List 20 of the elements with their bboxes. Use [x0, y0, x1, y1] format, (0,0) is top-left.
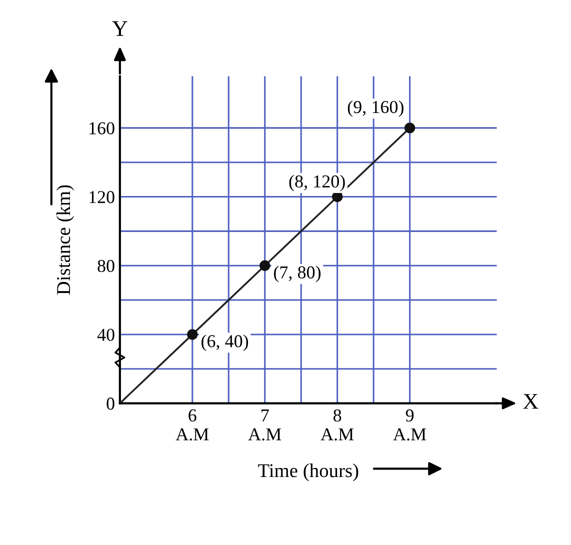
text: X	[523, 394, 538, 409]
x-tick-label: 6 A.M	[176, 409, 209, 441]
y-tick-label: 0	[106, 398, 114, 410]
x-tick-label: 7 A.M	[248, 410, 282, 441]
x-tick-label: 9 A.M	[393, 409, 426, 441]
y-tick-label: 80	[98, 260, 114, 272]
y-tick-label: 120	[90, 191, 114, 204]
x-tick-label: 8 A.M	[320, 409, 354, 441]
point	[187, 329, 198, 340]
annotation: (7, 80)	[274, 266, 321, 282]
point	[260, 260, 270, 271]
y-tick-label: 40	[97, 328, 114, 341]
point	[404, 122, 416, 134]
text: Y	[112, 21, 128, 36]
annotation: (8, 120)	[289, 174, 345, 192]
annotation: (6, 40)	[202, 334, 248, 351]
x-axis-title: Time (hours)	[258, 464, 358, 482]
y-tick-label: 160	[90, 122, 114, 134]
y-axis-title: Distance (km)	[56, 185, 74, 295]
annotation: (9, 160)	[348, 100, 404, 117]
